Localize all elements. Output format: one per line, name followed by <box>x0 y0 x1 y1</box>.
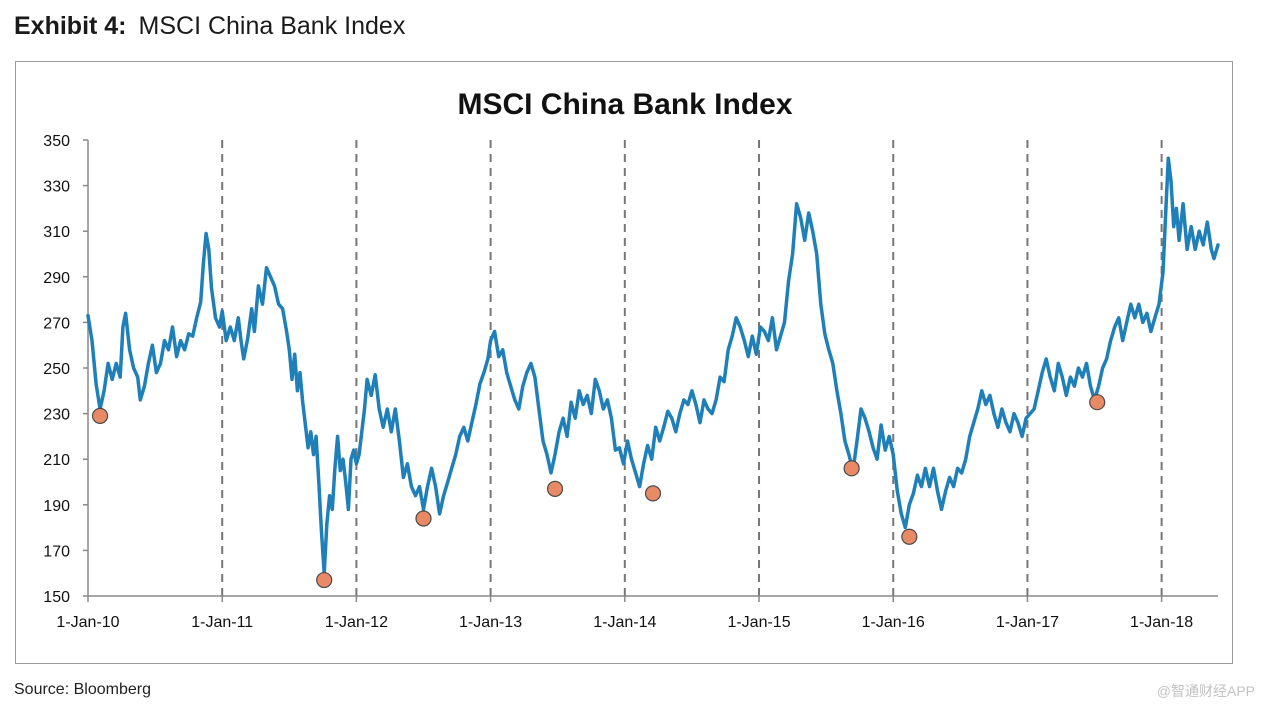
x-tick-label: 1-Jan-14 <box>593 614 656 631</box>
y-tick-label: 170 <box>43 543 70 560</box>
y-tick-label: 330 <box>43 179 70 196</box>
exhibit-title: Exhibit 4: MSCI China Bank Index <box>14 12 405 41</box>
trough-marker-3 <box>546 480 564 497</box>
x-tick-label: 1-Jan-15 <box>727 614 790 631</box>
exhibit-label: Exhibit 4: <box>14 12 127 40</box>
chart-svg: MSCI China Bank Index 150 170 190 210 230 250… <box>43 88 1220 631</box>
trough-marker-7 <box>1089 394 1106 411</box>
trough-marker-4 <box>644 485 662 502</box>
exhibit-title-text: MSCI China Bank Index <box>138 12 406 40</box>
y-tick-label: 350 <box>43 133 70 150</box>
trough-marker-6 <box>901 528 918 545</box>
chart-title: MSCI China Bank Index <box>457 88 792 121</box>
x-tick-label: 1-Jan-18 <box>1130 614 1193 631</box>
x-tick-label: 1-Jan-16 <box>862 614 925 631</box>
x-tick-label: 1-Jan-13 <box>459 614 522 631</box>
chart-frame: MSCI China Bank Index 150 170 190 210 230 250… <box>15 61 1233 664</box>
x-tick-label: 1-Jan-17 <box>996 614 1059 631</box>
trough-marker-2 <box>415 510 432 527</box>
x-tick-label: 1-Jan-12 <box>325 614 388 631</box>
y-tick-label: 270 <box>43 315 70 332</box>
y-tick-label: 150 <box>43 589 70 606</box>
trough-marker-5 <box>843 460 860 477</box>
trough-marker-0 <box>91 407 109 424</box>
y-tick-label: 190 <box>43 498 70 515</box>
series-line-0 <box>86 156 1220 575</box>
watermark: @智通财经APP <box>1156 683 1255 699</box>
y-tick-label: 250 <box>43 361 70 378</box>
y-tick-label: 210 <box>43 452 70 469</box>
y-tick-label: 310 <box>43 224 70 241</box>
y-tick-label: 290 <box>43 270 70 287</box>
y-tick-label: 230 <box>43 407 70 424</box>
source-note: Source: Bloomberg <box>14 681 151 698</box>
x-tick-label: 1-Jan-10 <box>56 614 119 631</box>
trough-marker-1 <box>316 571 333 589</box>
x-tick-label: 1-Jan-11 <box>191 614 253 631</box>
